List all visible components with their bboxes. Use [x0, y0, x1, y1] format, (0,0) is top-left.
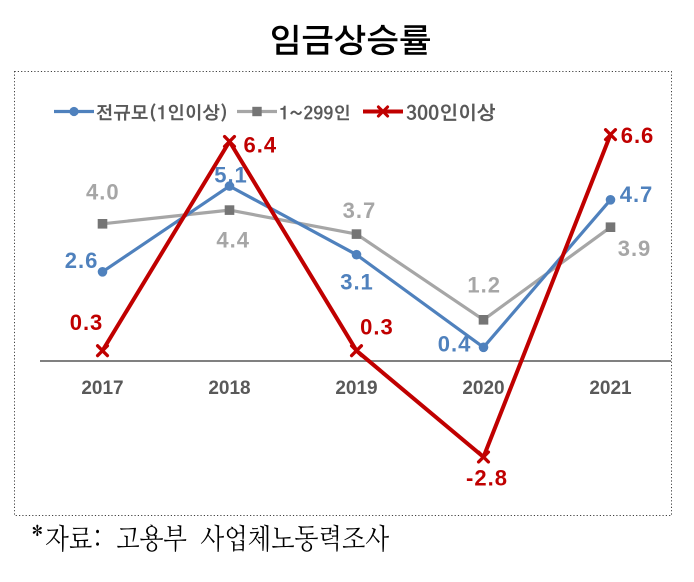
- svg-text:3.9: 3.9: [618, 236, 652, 261]
- svg-text:-2.8: -2.8: [466, 466, 508, 491]
- svg-text:2.6: 2.6: [65, 248, 99, 273]
- svg-text:2018: 2018: [208, 378, 250, 399]
- svg-text:2021: 2021: [589, 378, 632, 399]
- svg-text:5.1: 5.1: [214, 163, 248, 188]
- svg-text:3.7: 3.7: [343, 198, 377, 223]
- svg-text:6.6: 6.6: [621, 123, 655, 148]
- svg-text:4.7: 4.7: [620, 182, 654, 207]
- svg-text:6.4: 6.4: [244, 133, 278, 158]
- svg-text:3.1: 3.1: [340, 269, 374, 294]
- svg-text:4.4: 4.4: [216, 228, 250, 253]
- svg-text:0.3: 0.3: [70, 310, 104, 335]
- svg-text:2019: 2019: [335, 378, 377, 399]
- svg-text:0.4: 0.4: [438, 332, 472, 357]
- svg-text:1.2: 1.2: [467, 272, 501, 297]
- svg-text:2017: 2017: [81, 378, 123, 399]
- svg-text:0.3: 0.3: [360, 315, 394, 340]
- svg-text:4.0: 4.0: [86, 179, 120, 204]
- svg-text:2020: 2020: [462, 378, 504, 399]
